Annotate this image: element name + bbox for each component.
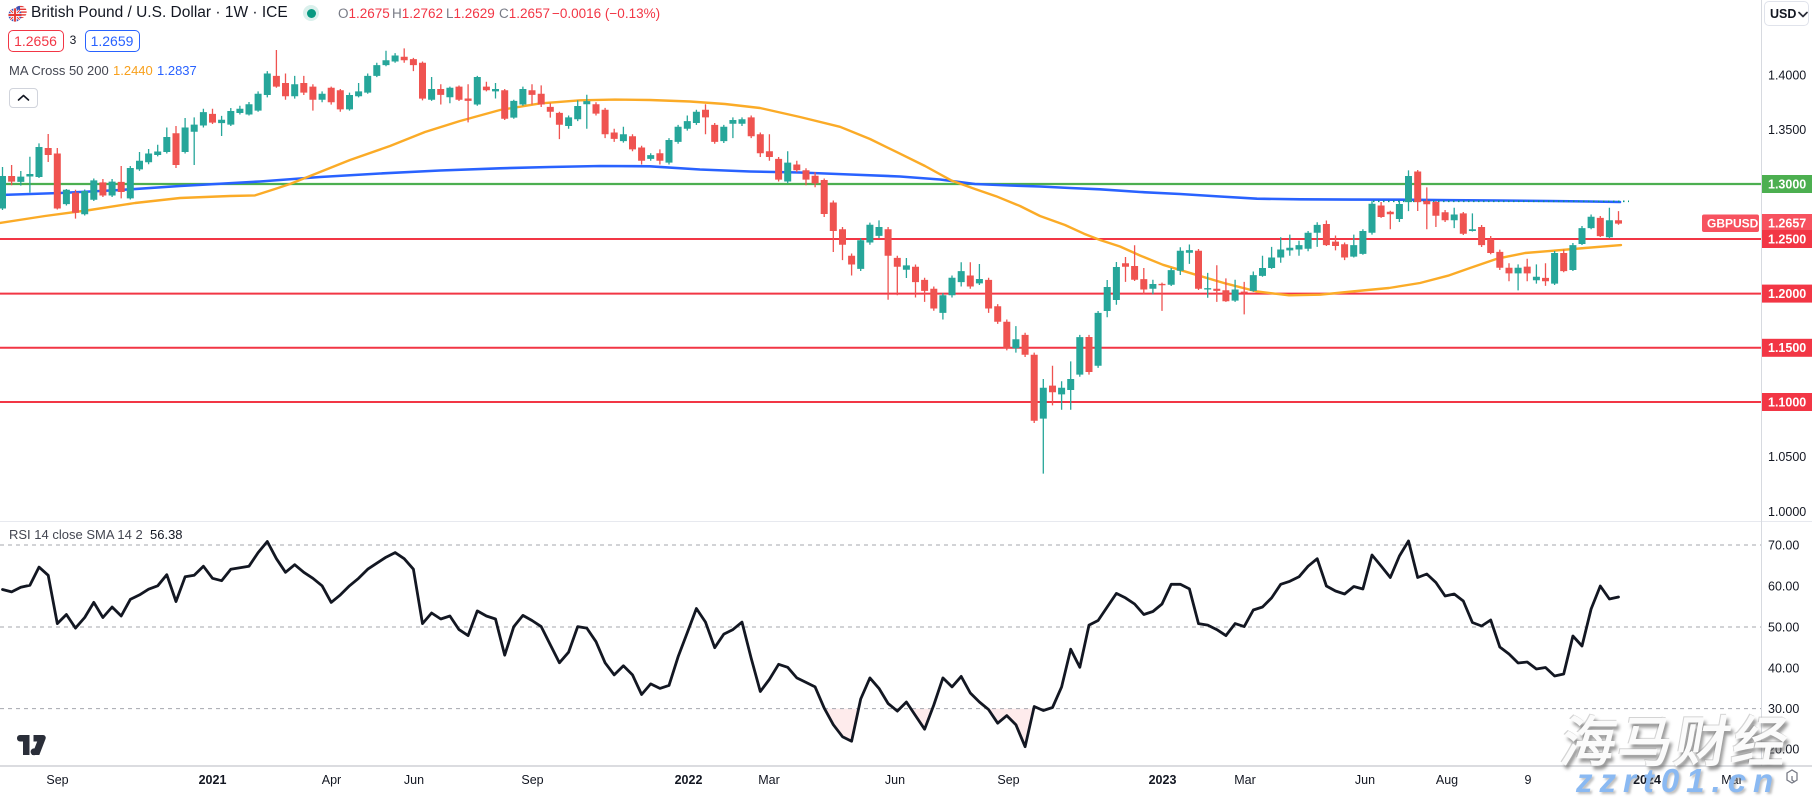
svg-text:1.3000: 1.3000	[1768, 177, 1806, 191]
svg-text:60.00: 60.00	[1768, 579, 1799, 593]
svg-text:GBPUSD: GBPUSD	[1707, 217, 1759, 231]
svg-text:Jun: Jun	[885, 773, 905, 787]
svg-text:Jun: Jun	[1355, 773, 1375, 787]
svg-text:1.4000: 1.4000	[1768, 68, 1806, 82]
svg-text:2022: 2022	[675, 773, 703, 787]
svg-text:1.0000: 1.0000	[1768, 505, 1806, 519]
svg-text:1.3500: 1.3500	[1768, 123, 1806, 137]
svg-text:Mar: Mar	[1721, 773, 1743, 787]
svg-text:20.00: 20.00	[1768, 743, 1799, 757]
svg-text:Sep: Sep	[46, 773, 68, 787]
svg-text:1.1500: 1.1500	[1768, 341, 1806, 355]
svg-text:Aug: Aug	[1436, 773, 1458, 787]
svg-text:Mar: Mar	[1234, 773, 1256, 787]
svg-text:1.0500: 1.0500	[1768, 450, 1806, 464]
svg-text:9: 9	[1525, 773, 1532, 787]
svg-text:Jun: Jun	[404, 773, 424, 787]
svg-text:30.00: 30.00	[1768, 702, 1799, 716]
svg-text:70.00: 70.00	[1768, 538, 1799, 552]
svg-text:50.00: 50.00	[1768, 620, 1799, 634]
svg-text:1.2500: 1.2500	[1768, 232, 1806, 246]
svg-text:Apr: Apr	[322, 773, 341, 787]
svg-text:1.1000: 1.1000	[1768, 395, 1806, 409]
svg-text:Sep: Sep	[997, 773, 1019, 787]
svg-text:1.2657: 1.2657	[1768, 216, 1806, 230]
svg-text:Mar: Mar	[758, 773, 780, 787]
svg-text:2023: 2023	[1149, 773, 1177, 787]
svg-text:Sep: Sep	[521, 773, 543, 787]
svg-text:2021: 2021	[199, 773, 227, 787]
svg-text:2024: 2024	[1633, 773, 1661, 787]
svg-text:1.2000: 1.2000	[1768, 287, 1806, 301]
svg-text:40.00: 40.00	[1768, 661, 1799, 675]
